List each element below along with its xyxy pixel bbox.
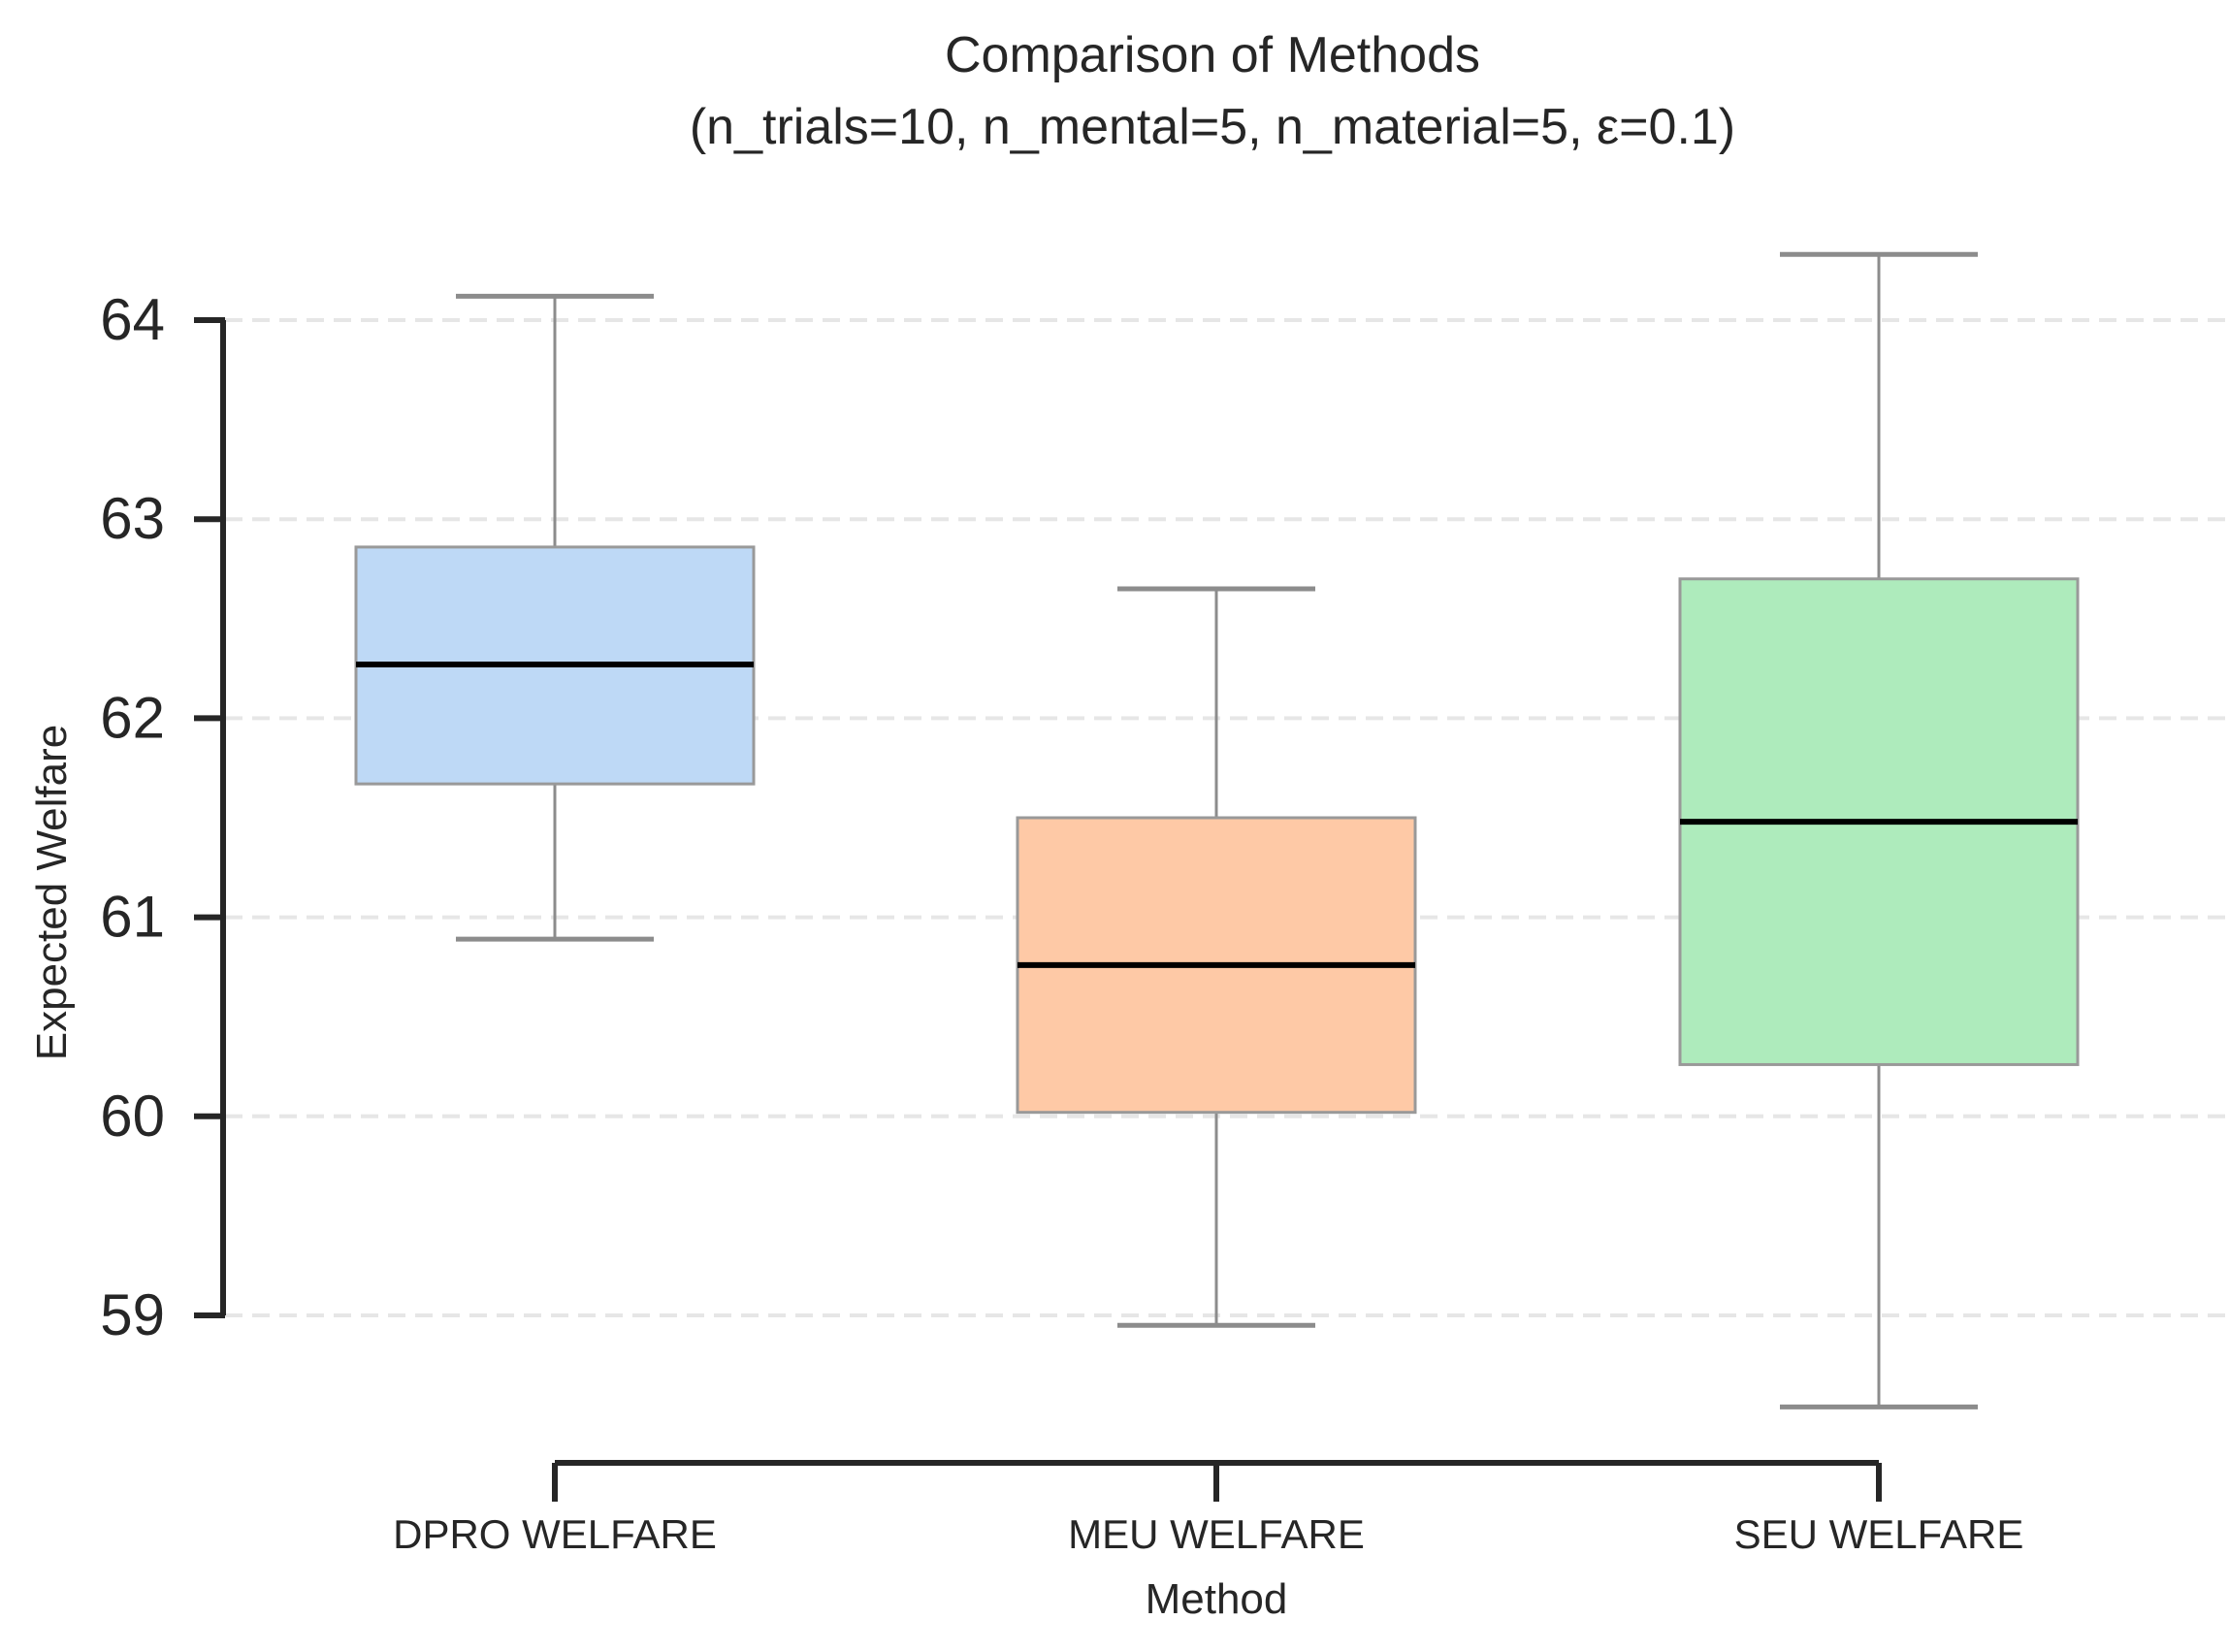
y-axis-label: Expected Welfare	[28, 725, 76, 1060]
y-axis: 59 60 61 62 63 64	[100, 287, 226, 1347]
x-axis: DPRO WELFARE MEU WELFARE SEU WELFARE	[393, 1460, 2024, 1557]
box-3	[1678, 251, 2080, 1409]
y-tick-label-61: 61	[100, 885, 165, 950]
box-2	[1016, 586, 1417, 1328]
x-tick-label-3: SEU WELFARE	[1734, 1511, 2024, 1557]
y-tick-label-64: 64	[100, 287, 165, 352]
y-tick-label-63: 63	[100, 486, 165, 551]
box-group	[354, 251, 2080, 1409]
chart-title-line2: (n_trials=10, n_mental=5, n_material=5, …	[690, 99, 1735, 155]
y-tick-label-59: 59	[100, 1282, 165, 1347]
chart-title-line1: Comparison of Methods	[945, 27, 1480, 83]
box-1	[354, 293, 756, 942]
x-axis-label: Method	[1146, 1575, 1288, 1623]
y-tick-label-62: 62	[100, 685, 165, 750]
y-tick-label-60: 60	[100, 1084, 165, 1149]
x-tick-label-1: DPRO WELFARE	[393, 1511, 717, 1557]
x-tick-label-2: MEU WELFARE	[1068, 1511, 1365, 1557]
